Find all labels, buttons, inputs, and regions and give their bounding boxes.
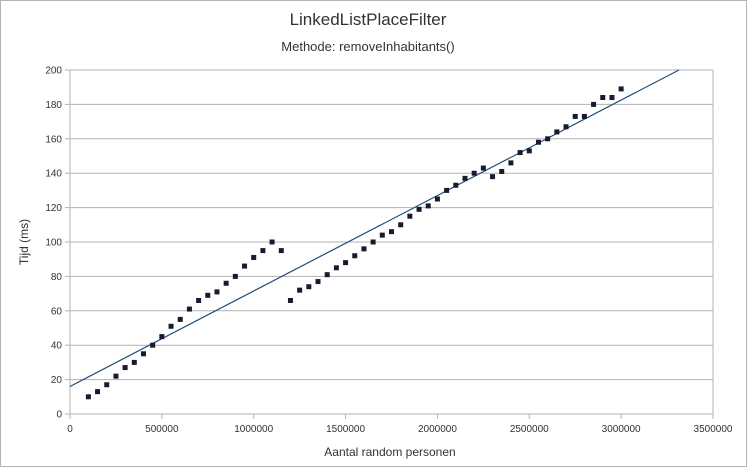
data-point <box>113 373 119 379</box>
x-tick-label: 1500000 <box>326 424 365 435</box>
y-tick-label: 60 <box>51 306 63 317</box>
y-tick-labels: 0 20 40 60 80 100 120 140 160 180 200 <box>45 66 62 421</box>
data-points <box>85 86 624 400</box>
data-point <box>563 124 569 130</box>
x-tick-label: 2500000 <box>510 424 549 435</box>
x-tick-label: 2000000 <box>418 424 457 435</box>
data-point <box>278 248 284 254</box>
gridlines <box>70 69 713 415</box>
data-point <box>499 168 505 174</box>
y-tick-label: 200 <box>45 66 62 77</box>
data-point <box>526 148 532 154</box>
data-point <box>251 254 257 260</box>
data-point <box>609 95 615 101</box>
data-point <box>508 160 514 166</box>
y-tick-label: 180 <box>45 100 62 111</box>
data-point <box>214 289 220 295</box>
data-point <box>297 287 303 293</box>
data-point <box>416 206 422 212</box>
y-tick-label: 120 <box>45 203 62 214</box>
data-point <box>554 129 560 135</box>
data-point <box>196 297 202 303</box>
x-tick-label: 3500000 <box>694 424 733 435</box>
data-point <box>333 265 339 271</box>
data-point <box>85 394 91 400</box>
data-point <box>453 182 459 188</box>
data-point <box>517 150 523 156</box>
data-point <box>581 113 587 119</box>
data-point <box>260 248 266 254</box>
data-point <box>480 165 486 171</box>
x-tick-label: 500000 <box>145 424 179 435</box>
y-tick-label: 0 <box>56 410 62 421</box>
y-tick-label: 160 <box>45 134 62 145</box>
axes <box>65 69 714 419</box>
trendline-group <box>69 69 680 388</box>
x-axis-label: Aantal random personen <box>324 445 455 459</box>
data-point <box>140 351 146 357</box>
data-point <box>462 175 468 181</box>
data-point <box>242 263 248 269</box>
x-tick-label: 1000000 <box>234 424 273 435</box>
data-point <box>269 239 275 245</box>
data-point <box>223 280 229 286</box>
data-point <box>95 389 101 395</box>
data-point <box>490 174 496 180</box>
data-point <box>535 139 541 145</box>
data-point <box>306 284 312 290</box>
data-point <box>361 246 367 252</box>
data-point <box>177 316 183 322</box>
y-tick-label: 20 <box>51 375 63 386</box>
data-point <box>434 196 440 202</box>
data-point <box>315 279 321 285</box>
data-point <box>398 222 404 228</box>
data-point <box>287 297 293 303</box>
data-point <box>370 239 376 245</box>
y-tick-label: 80 <box>51 272 63 283</box>
data-point <box>205 292 211 298</box>
x-tick-label: 3000000 <box>602 424 641 435</box>
x-tick-label: 0 <box>67 424 73 435</box>
data-point <box>168 323 174 329</box>
data-point <box>389 229 394 235</box>
data-point <box>471 170 477 176</box>
data-point <box>444 187 450 193</box>
data-point <box>159 334 165 340</box>
chart-subtitle: Methode: removeInhabitants() <box>281 39 454 54</box>
y-tick-label: 40 <box>51 341 63 352</box>
data-point <box>232 273 238 279</box>
data-point <box>352 253 358 259</box>
data-point <box>407 213 413 219</box>
data-point <box>104 382 110 388</box>
data-point <box>186 306 192 312</box>
data-point <box>545 136 551 142</box>
data-point <box>591 101 597 107</box>
y-tick-label: 100 <box>45 238 62 249</box>
data-point <box>379 232 385 238</box>
data-point <box>425 203 431 209</box>
trendline <box>69 69 680 388</box>
y-axis-label: Tijd (ms) <box>17 219 31 265</box>
data-point <box>600 95 606 101</box>
data-point <box>150 342 156 348</box>
data-point <box>618 86 624 92</box>
x-tick-labels: 0 500000 1000000 1500000 2000000 2500000 30000… <box>67 424 733 435</box>
data-point <box>572 113 578 119</box>
data-point <box>343 260 349 266</box>
data-point <box>122 365 128 371</box>
data-point <box>131 359 137 365</box>
chart-title: LinkedListPlaceFilter <box>290 10 447 29</box>
data-point <box>324 272 330 278</box>
y-tick-label: 140 <box>45 169 62 180</box>
